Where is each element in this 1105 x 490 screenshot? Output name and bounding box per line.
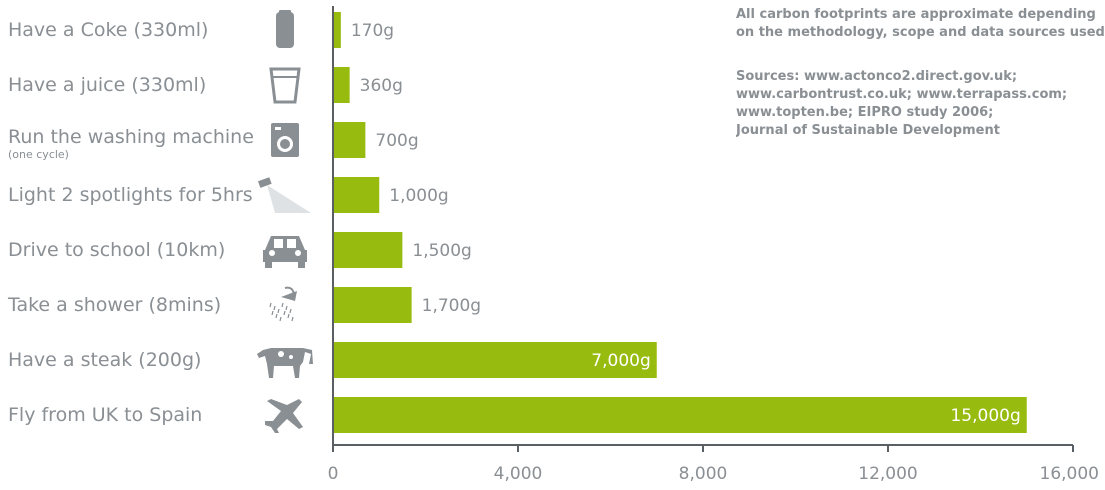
sources-line-4: Journal of Sustainable Development: [736, 123, 1000, 138]
bar-6: [333, 342, 657, 378]
bar-value-label-2: 700g: [375, 131, 418, 151]
icons-group: [257, 10, 313, 433]
category-label-6: Have a steak (200g): [8, 349, 202, 371]
bar-7: [333, 397, 1027, 433]
bar-value-label-6: 7,000g: [591, 351, 650, 371]
x-axis: 0 4,000 8,000 12,000 16,000: [328, 6, 1099, 484]
category-label-5: Take a shower (8mins): [8, 294, 222, 316]
bar-5: [333, 287, 412, 323]
bar-value-label-3: 1,000g: [389, 186, 448, 206]
category-label-2: Run the washing machine: [8, 126, 254, 148]
sources-note: Sources: www.actonco2.direct.gov.uk; www…: [736, 68, 1104, 140]
bar-1: [333, 67, 350, 103]
can-icon: [276, 10, 294, 48]
sources-line-3: www.topten.be; EIPRO study 2006;: [736, 105, 994, 120]
x-tick-label-0: 0: [328, 464, 339, 484]
x-tick-label-2: 8,000: [679, 464, 728, 484]
bar-value-label-7: 15,000g: [950, 406, 1020, 426]
washing-machine-icon: [271, 123, 299, 157]
shower-icon: [269, 286, 297, 322]
bar-3: [333, 177, 380, 213]
car-icon: [263, 236, 307, 268]
cow-icon: [257, 348, 313, 378]
bar-4: [333, 232, 403, 268]
bar-value-label-1: 360g: [360, 76, 403, 96]
bar-value-label-5: 1,700g: [422, 296, 481, 316]
sources-line-1: Sources: www.actonco2.direct.gov.uk;: [736, 69, 1018, 84]
category-label-7: Fly from UK to Spain: [8, 404, 203, 426]
cup-icon: [269, 67, 301, 104]
category-label-0: Have a Coke (330ml): [8, 19, 209, 41]
methodology-note: All carbon footprints are approximate de…: [736, 6, 1104, 42]
category-sublabel-2: (one cycle): [8, 148, 69, 161]
bar-value-label-0: 170g: [351, 21, 394, 41]
bar-2: [333, 122, 366, 158]
bar-0: [333, 12, 341, 48]
spotlight-icon: [257, 177, 311, 213]
note-line-2: on the methodology, scope and data sourc…: [736, 25, 1104, 40]
category-label-1: Have a juice (330ml): [8, 74, 207, 96]
category-label-3: Light 2 spotlights for 5hrs: [8, 184, 253, 206]
airplane-icon: [265, 399, 303, 433]
category-label-4: Drive to school (10km): [8, 239, 226, 261]
bar-value-label-4: 1,500g: [412, 241, 471, 261]
sources-line-2: www.carbontrust.co.uk; www.terrapass.com…: [736, 87, 1068, 102]
note-line-1: All carbon footprints are approximate de…: [736, 7, 1096, 22]
x-tick-label-1: 4,000: [494, 464, 543, 484]
x-tick-label-3: 12,000: [858, 464, 917, 484]
x-tick-label-4: 16,000: [1040, 464, 1099, 484]
bars-group: 170g 360g 700g 1,000g 1,500g 1,700g 7,000g 15,0…: [333, 12, 1027, 433]
